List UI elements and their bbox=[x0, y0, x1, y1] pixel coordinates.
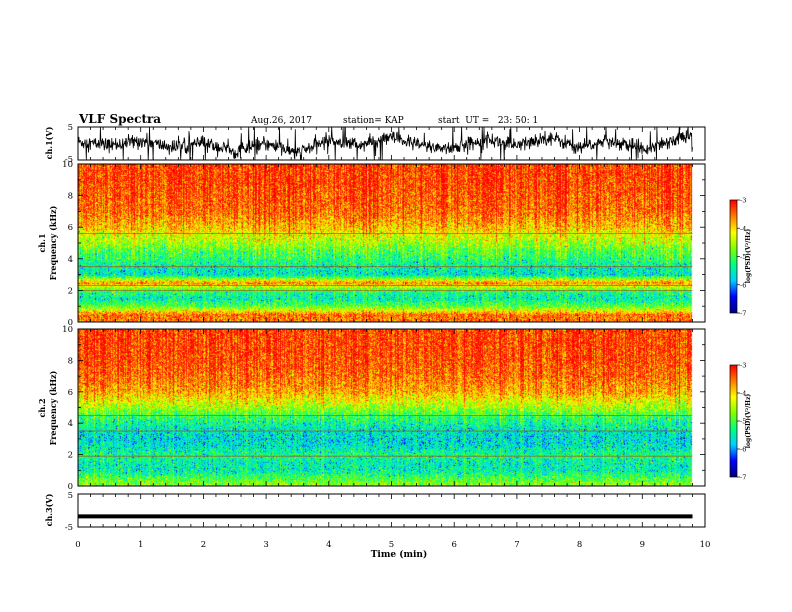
ch1-colorbar bbox=[730, 200, 737, 313]
time-tick-label: 7 bbox=[514, 540, 519, 550]
ch2-spectral-lines bbox=[78, 414, 693, 457]
time-tick-label: 3 bbox=[263, 540, 268, 550]
ch1-waveform-line bbox=[77, 126, 693, 161]
ch3-waveform-ticks bbox=[77, 494, 706, 527]
ch2-spectrogram-heatmap bbox=[78, 329, 705, 486]
freq-tick-label: 0 bbox=[68, 482, 73, 492]
colorbar-tick-label: -4 bbox=[740, 225, 746, 233]
ch1-colorbar-ticks: -3 -4 -5 -6 -7 bbox=[737, 197, 746, 318]
ch2-spectrogram-ticks bbox=[77, 328, 706, 487]
ch3-ytick-5: 5 bbox=[68, 491, 73, 501]
ch2-spectrogram-channel-label: ch.2 bbox=[37, 398, 47, 417]
ch3-waveform-ylabel: ch.3(V) bbox=[44, 493, 54, 526]
station-label: station= KAP bbox=[343, 116, 404, 126]
ch1-waveform-panel: 5 -5 ch.1(V) bbox=[44, 123, 706, 165]
colorbar-tick-label: -6 bbox=[740, 281, 746, 289]
time-tick-label: 6 bbox=[451, 540, 456, 550]
ch2-spectrogram-ylabel: Frequency (kHz) bbox=[48, 370, 58, 445]
ch1-ytick-5: 5 bbox=[68, 123, 73, 133]
ch2-freq-tick-labels: 0 2 4 6 8 10 bbox=[62, 325, 73, 492]
freq-tick-label: 10 bbox=[62, 160, 73, 170]
freq-tick-label: 8 bbox=[68, 356, 73, 366]
date-label: Aug.26, 2017 bbox=[250, 116, 312, 126]
ch1-colorbar-label: log(PSD)(V²/Hz) bbox=[745, 229, 752, 284]
figure-title: VLF Spectra bbox=[78, 112, 161, 126]
time-tick-label: 9 bbox=[640, 540, 645, 550]
colorbar-tick-label: -5 bbox=[740, 418, 746, 426]
ch2-colorbar-ticks: -3 -4 -5 -6 -7 bbox=[737, 362, 746, 482]
time-tick-label: 4 bbox=[326, 540, 331, 550]
ch3-waveform-panel: 5 -5 ch.3(V) 0 1 2 3 4 5 6 7 8 9 10 Time (min) bbox=[44, 491, 710, 560]
colorbar-tick-label: -4 bbox=[740, 390, 746, 398]
ch1-waveform-ticks bbox=[77, 127, 706, 160]
freq-tick-label: 8 bbox=[68, 192, 73, 202]
ch1-spectrogram-heatmap bbox=[78, 164, 705, 322]
freq-tick-label: 4 bbox=[68, 419, 73, 429]
time-tick-label: 8 bbox=[577, 540, 582, 550]
freq-tick-label: 2 bbox=[68, 451, 73, 461]
colorbar-tick-label: -7 bbox=[740, 474, 746, 482]
freq-tick-label: 10 bbox=[62, 325, 73, 335]
time-tick-label: 1 bbox=[138, 540, 143, 550]
colorbar-tick-label: -3 bbox=[740, 197, 746, 205]
ch1-spectrogram-channel-label: ch.1 bbox=[37, 233, 47, 252]
time-tick-label: 10 bbox=[700, 540, 711, 550]
freq-tick-label: 6 bbox=[68, 388, 73, 398]
colorbar-tick-label: -5 bbox=[740, 253, 746, 261]
time-tick-label: 0 bbox=[75, 540, 80, 550]
ch2-colorbar-label: log(PSD)(V²/Hz) bbox=[745, 394, 752, 449]
time-axis-label: Time (min) bbox=[371, 549, 428, 560]
ch1-spectrogram-ylabel: Frequency (kHz) bbox=[48, 205, 58, 280]
freq-tick-label: 6 bbox=[68, 223, 73, 233]
colorbar-tick-label: -7 bbox=[740, 310, 746, 318]
ch2-colorbar bbox=[730, 365, 737, 477]
ch1-waveform-ylabel: ch.1(V) bbox=[44, 126, 54, 159]
freq-tick-label: 0 bbox=[68, 318, 73, 328]
ch1-waveform-trace bbox=[77, 126, 693, 161]
ch1-spectrogram-ticks bbox=[77, 163, 706, 323]
freq-tick-label: 4 bbox=[68, 255, 73, 265]
ch1-spectral-lines bbox=[78, 233, 693, 291]
colorbar-tick-label: -6 bbox=[740, 446, 746, 454]
ch3-ytick-neg5: -5 bbox=[65, 523, 73, 533]
time-axis-tick-labels: 0 1 2 3 4 5 6 7 8 9 10 bbox=[75, 540, 710, 550]
time-tick-label: 2 bbox=[201, 540, 206, 550]
time-tick-label: 5 bbox=[389, 540, 394, 550]
start-ut-label: start UT = 23: 50: 1 bbox=[438, 116, 538, 126]
ch1-freq-tick-labels: 0 2 4 6 8 10 bbox=[62, 160, 73, 328]
freq-tick-label: 2 bbox=[68, 286, 73, 296]
colorbar-tick-label: -3 bbox=[740, 362, 746, 370]
ch1-ytick-neg5: -5 bbox=[65, 155, 73, 165]
